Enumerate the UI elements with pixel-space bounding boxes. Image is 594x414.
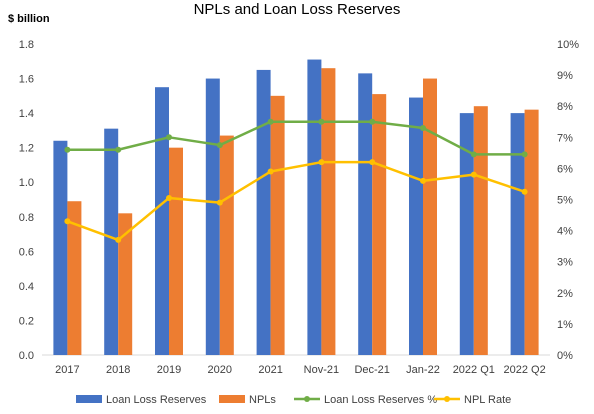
series-line	[67, 120, 525, 156]
bar	[205, 78, 220, 356]
line-point	[369, 159, 376, 166]
legend-label: NPL Rate	[464, 394, 511, 406]
bar	[510, 113, 525, 355]
line-point	[521, 151, 528, 158]
line-point	[318, 159, 325, 166]
x-tick-label: 2022 Q1	[453, 364, 495, 376]
bar	[219, 135, 234, 355]
left-axis-label: $ billion	[8, 13, 50, 25]
legend-marker	[444, 396, 450, 402]
lines-layer	[64, 118, 528, 243]
right-tick-label: 3%	[557, 257, 573, 269]
line-point	[64, 218, 71, 225]
bar	[270, 95, 285, 355]
right-tick-label: 7%	[557, 132, 573, 144]
line-point	[166, 194, 172, 201]
line-point	[216, 199, 223, 206]
left-tick-label: 0.6	[19, 246, 34, 258]
bar	[524, 109, 539, 356]
line-point	[420, 177, 426, 184]
line-point	[521, 188, 528, 195]
left-tick-label: 0.0	[19, 350, 34, 362]
line-point	[166, 134, 172, 141]
bar	[104, 128, 119, 355]
legend-label: Loan Loss Reserves	[106, 394, 207, 406]
right-axis-ticks: 0% 1% 2% 3% 4% 5% 6% 7% 8% 9% 10%	[557, 39, 579, 362]
x-tick-label: 2020	[208, 364, 232, 376]
legend-marker	[304, 396, 310, 402]
line-point	[115, 236, 122, 243]
bar	[321, 68, 336, 355]
x-tick-label: 2019	[157, 364, 181, 376]
x-tick-label: 2018	[106, 364, 130, 376]
left-tick-label: 0.8	[19, 212, 34, 224]
line-point	[115, 146, 122, 153]
right-tick-label: 2%	[557, 288, 573, 300]
line-point	[267, 118, 274, 125]
line-point	[64, 146, 71, 153]
right-tick-label: 0%	[557, 350, 573, 362]
line-point	[420, 124, 426, 131]
left-axis-ticks: 0.0 0.2 0.4 0.6 0.8 1.0 1.2 1.4 1.6 1.8	[19, 39, 34, 362]
legend-swatch	[76, 395, 102, 403]
line-point	[470, 151, 477, 158]
left-tick-label: 0.4	[19, 281, 34, 293]
bar	[155, 87, 169, 355]
left-tick-label: 0.2	[19, 315, 34, 327]
x-axis-ticks: 2017 2018 2019 2020 2021 Nov-21 Dec-21 Jan-22 20…	[55, 364, 546, 376]
bar	[372, 94, 387, 355]
right-tick-label: 10%	[557, 39, 579, 51]
left-tick-label: 1.6	[19, 74, 34, 86]
x-tick-label: 2017	[55, 364, 79, 376]
line-point	[369, 118, 376, 125]
x-tick-label: Jan-22	[406, 364, 440, 376]
line-point	[216, 142, 223, 149]
bar	[358, 73, 373, 355]
right-tick-label: 6%	[557, 163, 573, 175]
line-point	[267, 168, 274, 175]
chart-title: NPLs and Loan Loss Reserves	[194, 1, 401, 18]
bar	[118, 213, 133, 355]
bar	[307, 59, 322, 356]
right-tick-label: 4%	[557, 226, 573, 238]
left-tick-label: 1.4	[19, 108, 34, 120]
bar	[459, 113, 474, 355]
bar	[67, 201, 82, 355]
x-tick-label: 2022 Q2	[503, 364, 545, 376]
right-tick-label: 1%	[557, 319, 573, 331]
legend-swatch	[219, 395, 245, 403]
x-tick-label: Dec-21	[354, 364, 389, 376]
bar	[256, 69, 271, 356]
bar	[409, 97, 423, 356]
right-tick-label: 8%	[557, 101, 573, 113]
bar	[169, 147, 183, 355]
right-tick-label: 5%	[557, 195, 573, 207]
x-tick-label: 2021	[258, 364, 282, 376]
line-point	[470, 171, 477, 178]
legend-label: NPLs	[249, 394, 276, 406]
bar	[473, 106, 488, 355]
legend-label: Loan Loss Reserves %	[324, 394, 437, 406]
bar	[53, 140, 68, 355]
line-point	[318, 118, 325, 125]
left-tick-label: 1.8	[19, 39, 34, 51]
x-tick-label: Nov-21	[304, 364, 339, 376]
left-tick-label: 1.0	[19, 177, 34, 189]
right-tick-label: 9%	[557, 70, 573, 82]
series-line	[66, 160, 525, 242]
bar	[423, 78, 437, 356]
bars-layer	[42, 59, 550, 356]
legend: Loan Loss Reserves NPLs Loan Loss Reserves…	[76, 394, 511, 406]
left-tick-label: 1.2	[19, 143, 34, 155]
